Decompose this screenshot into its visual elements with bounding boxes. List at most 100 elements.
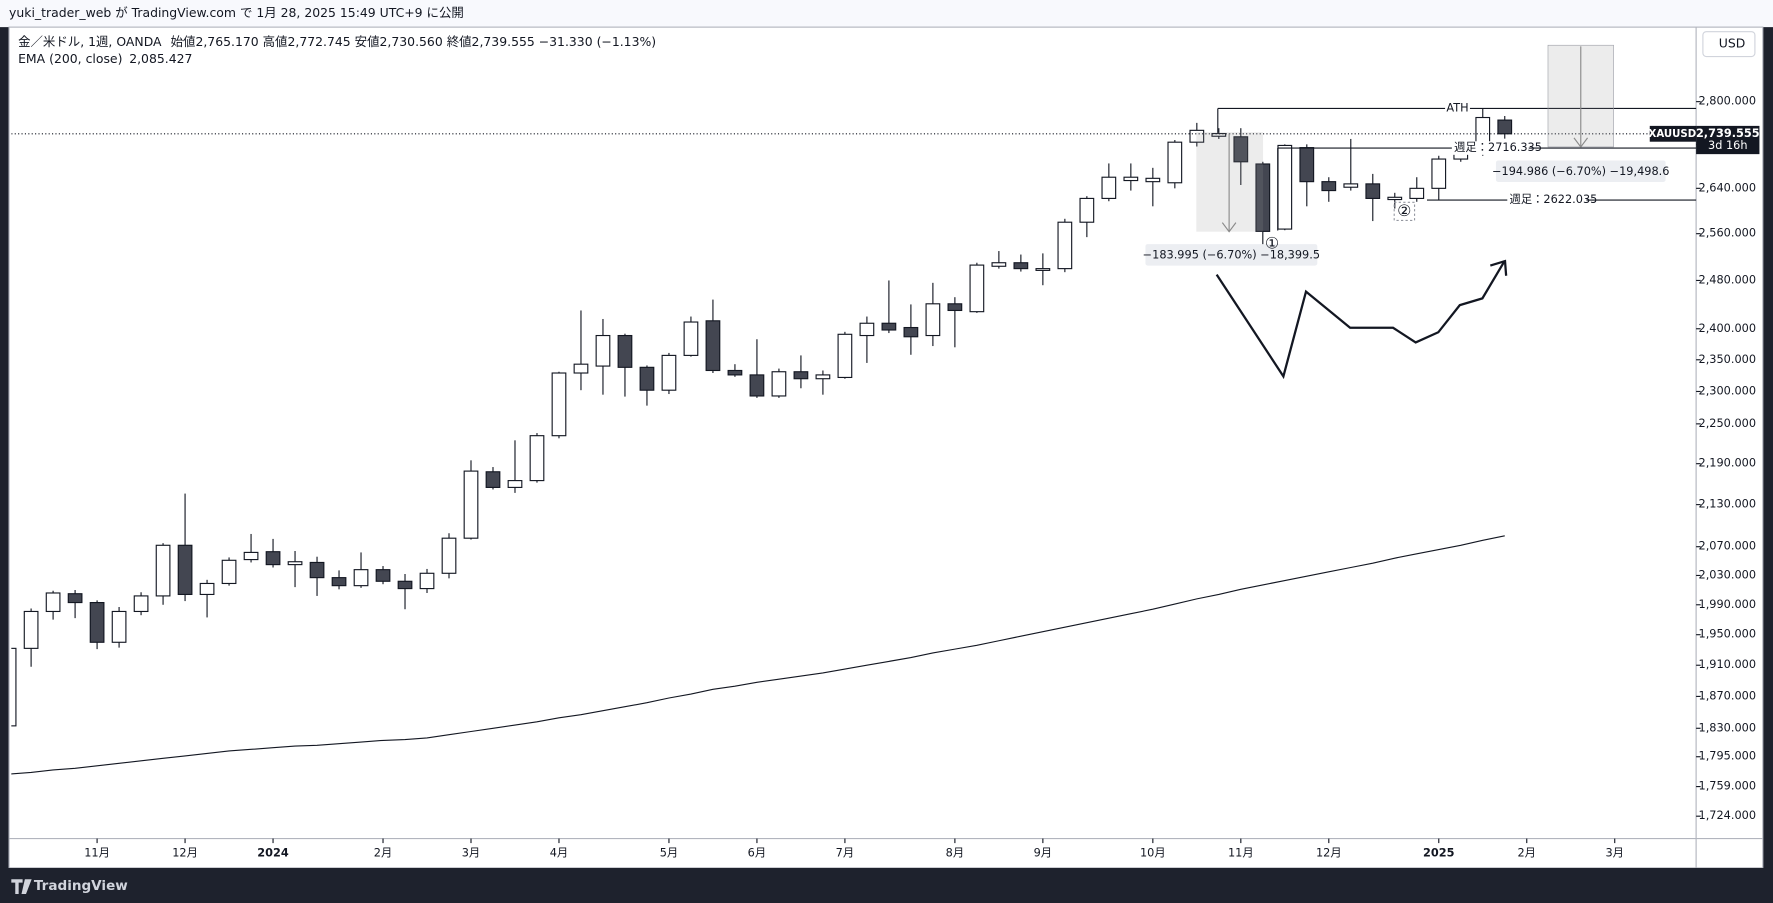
x-tick-label: 12月 <box>1316 846 1342 859</box>
publish-line: yuki_trader_web が TradingView.com で 1月 2… <box>9 5 464 20</box>
measure-arrow-head <box>1573 137 1589 148</box>
y-tick-label: 1,910.000 <box>1699 658 1757 671</box>
candle-body <box>639 366 655 391</box>
y-tick-label: 1,870.000 <box>1699 689 1757 702</box>
candle-body <box>1013 262 1029 270</box>
brand: TradingView <box>34 878 128 894</box>
candle-body <box>265 551 281 566</box>
measure-label: −194.986 (−6.70%) −19,498.6 <box>1492 165 1669 178</box>
candle-body <box>529 435 545 482</box>
x-tick-label: 9月 <box>1034 846 1053 859</box>
candle-body <box>727 369 743 376</box>
measure-label-bg <box>1495 160 1666 182</box>
y-tick-label: 1,724.000 <box>1699 809 1757 822</box>
measure-label: −183.995 (−6.70%) −18,399.5 <box>1143 248 1320 261</box>
candle-body <box>1387 196 1403 201</box>
y-tick-label: 2,300.000 <box>1699 384 1757 397</box>
brand-logo <box>11 879 32 894</box>
candle-body <box>67 593 83 604</box>
candle-body <box>1431 158 1447 189</box>
candle-body <box>969 264 985 313</box>
candle-body <box>1233 136 1249 163</box>
symbol-tag-label: XAUUSD <box>1649 129 1697 140</box>
candle-body <box>243 551 259 561</box>
plot-area <box>11 109 1697 775</box>
price-tag <box>1696 125 1760 155</box>
y-tick-label: 2,070.000 <box>1699 540 1757 553</box>
candle-body <box>1211 132 1227 137</box>
x-tick-label: 11月 <box>1228 846 1254 859</box>
marker-box <box>1393 201 1416 221</box>
x-tick-label: 2025 <box>1423 846 1455 859</box>
candle-body <box>353 569 369 587</box>
candle-body <box>441 537 457 574</box>
y-tick-label: 2,350.000 <box>1699 353 1757 366</box>
ema-name: EMA (200, close) <box>18 50 122 65</box>
annotation-labels: ATH 週足：2716.335 週足：2622.035 −183.995 (−6… <box>1143 101 1669 266</box>
candle-body <box>1101 176 1117 199</box>
candle-body <box>1035 268 1051 271</box>
y-tick-label: 2,030.000 <box>1699 568 1757 581</box>
y-tick-label: 1,795.000 <box>1699 750 1757 763</box>
x-tick-label: 5月 <box>660 846 679 859</box>
footer <box>0 867 1773 903</box>
candle-body <box>221 559 237 585</box>
candle-body <box>507 480 523 488</box>
candle-body <box>331 577 347 587</box>
candle-body <box>881 322 897 331</box>
y-tick-label: 1,950.000 <box>1699 628 1757 641</box>
x-tick-label: 8月 <box>946 846 965 859</box>
x-tick-label: 3月 <box>1605 846 1624 859</box>
candle-body <box>925 303 941 337</box>
drawings <box>1196 44 1697 380</box>
candle-body <box>1145 177 1161 183</box>
level-label: 週足：2622.035 <box>1510 193 1598 206</box>
candle-body <box>859 322 875 337</box>
price-tag-label: 2,739.555 <box>1696 127 1760 140</box>
candle-body <box>375 569 391 582</box>
candle-body <box>397 580 413 590</box>
x-tick-label: 4月 <box>550 846 569 859</box>
candle-body <box>463 470 479 539</box>
candle-body <box>1497 119 1513 135</box>
currency-box[interactable] <box>1702 31 1756 58</box>
candle-body <box>485 471 501 488</box>
candle-body <box>617 334 633 368</box>
candle-body <box>683 321 699 356</box>
y-tick-label: 2,480.000 <box>1699 273 1757 286</box>
candle-body <box>419 572 435 590</box>
candle-body <box>1365 183 1381 199</box>
measure-arrow-head <box>1221 222 1237 233</box>
candle-body <box>551 372 567 437</box>
label-bg <box>1507 193 1587 207</box>
y-tick-label: 1,830.000 <box>1699 721 1757 734</box>
candle-body <box>1057 221 1073 270</box>
candle-body <box>23 610 39 649</box>
countdown-label: 3d 16h <box>1708 139 1747 152</box>
ema-value: 2,085.427 <box>129 50 192 65</box>
candle-body <box>991 262 1007 267</box>
ath-label: ATH <box>1446 101 1468 114</box>
x-tick-label: 2024 <box>257 846 289 859</box>
y-tick-label: 2,130.000 <box>1699 498 1757 511</box>
top-bar <box>0 0 1773 28</box>
candle-body <box>903 326 919 338</box>
candle-body <box>793 371 809 380</box>
candle-body <box>1255 163 1271 232</box>
candle-body <box>1409 187 1425 199</box>
candle-body <box>1189 129 1205 143</box>
series-name: 金／米ドル, 1週, OANDA <box>18 33 162 48</box>
y-tick-label: 1,759.000 <box>1699 780 1757 793</box>
candle-body <box>595 334 611 367</box>
level-label: 週足：2716.335 <box>1454 141 1542 154</box>
measure-label-bg <box>1145 244 1318 266</box>
candle-body <box>947 303 963 312</box>
x-tick-label: 3月 <box>462 846 481 859</box>
forecast-arrow-head <box>1489 259 1508 276</box>
x-tick-label: 11月 <box>84 846 110 859</box>
forecast-path <box>1215 261 1505 380</box>
candle-body <box>309 561 325 579</box>
ohlc-legend: 始値2,765.170 高値2,772.745 安値2,730.560 終値2,… <box>171 33 657 48</box>
y-tick-label: 2,800.000 <box>1699 95 1757 108</box>
